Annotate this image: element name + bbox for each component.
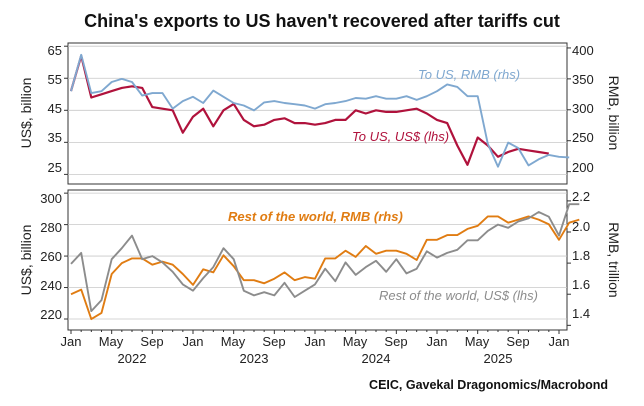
- bottom-right-tick: 2.0: [572, 219, 590, 234]
- bottom-right-tick: 2.2: [572, 189, 590, 204]
- x-tick-label: May: [465, 334, 490, 349]
- x-tick-label: Jan: [183, 334, 204, 349]
- bottom-panel-series: [70, 203, 580, 321]
- bottom-right-axis-title: RMB, trillion: [606, 222, 622, 297]
- top-right-tick: 400: [572, 43, 594, 58]
- source-note: CEIC, Gavekal Dragonomics/Macrobond: [369, 378, 608, 392]
- top-right-tick: 200: [572, 160, 594, 175]
- x-tick-label: Jan: [549, 334, 570, 349]
- top-right-tick: 300: [572, 101, 594, 116]
- x-tick-label: May: [221, 334, 246, 349]
- top-right-tick: 350: [572, 72, 594, 87]
- top-left-tick: 25: [48, 160, 62, 175]
- series-label-us-usd: To US, US$ (lhs): [352, 129, 449, 144]
- x-tick-label: Sep: [140, 334, 163, 349]
- axis-ticks: [64, 45, 571, 334]
- top-left-tick: 65: [48, 43, 62, 58]
- bottom-series-line-1: [70, 203, 580, 313]
- x-tick-label: May: [343, 334, 368, 349]
- top-left-tick: 45: [48, 101, 62, 116]
- x-year-label: 2025: [484, 351, 513, 366]
- bottom-left-tick: 260: [40, 249, 62, 264]
- bottom-series-line-0: [70, 215, 580, 321]
- x-year-label: 2024: [362, 351, 391, 366]
- bottom-right-tick: 1.6: [572, 277, 590, 292]
- bottom-left-axis-title: US$, billion: [18, 225, 34, 296]
- top-right-axis-title: RMB, billion: [606, 76, 622, 151]
- x-year-label: 2023: [240, 351, 269, 366]
- top-series-line-0: [69, 54, 549, 166]
- bottom-left-tick: 300: [40, 191, 62, 206]
- bottom-left-tick: 280: [40, 220, 62, 235]
- top-left-tick: 55: [48, 72, 62, 87]
- series-label-row-rmb: Rest of the world, RMB (rhs): [228, 209, 403, 224]
- x-tick-label: May: [99, 334, 124, 349]
- top-left-axis-title: US$, billion: [18, 78, 34, 149]
- top-panel-frame: [67, 42, 568, 185]
- top-left-tick: 35: [48, 130, 62, 145]
- top-series-line-1: [70, 53, 570, 168]
- x-year-label: 2022: [118, 351, 147, 366]
- x-tick-label: Jan: [427, 334, 448, 349]
- series-label-row-usd: Rest of the world, US$ (lhs): [379, 288, 538, 303]
- bottom-left-tick: 220: [40, 307, 62, 322]
- x-tick-label: Jan: [305, 334, 326, 349]
- x-tick-label: Jan: [61, 334, 82, 349]
- x-tick-label: Sep: [506, 334, 529, 349]
- x-tick-label: Sep: [262, 334, 285, 349]
- chart-title: China's exports to US haven't recovered …: [84, 11, 560, 31]
- bottom-right-tick: 1.8: [572, 248, 590, 263]
- bottom-right-tick: 1.4: [572, 306, 590, 321]
- x-tick-label: Sep: [384, 334, 407, 349]
- series-label-us-rmb: To US, RMB (rhs): [418, 67, 520, 82]
- top-right-tick: 250: [572, 130, 594, 145]
- bottom-panel-frame: [67, 189, 568, 331]
- bottom-left-tick: 240: [40, 278, 62, 293]
- top-panel-series: [69, 53, 570, 168]
